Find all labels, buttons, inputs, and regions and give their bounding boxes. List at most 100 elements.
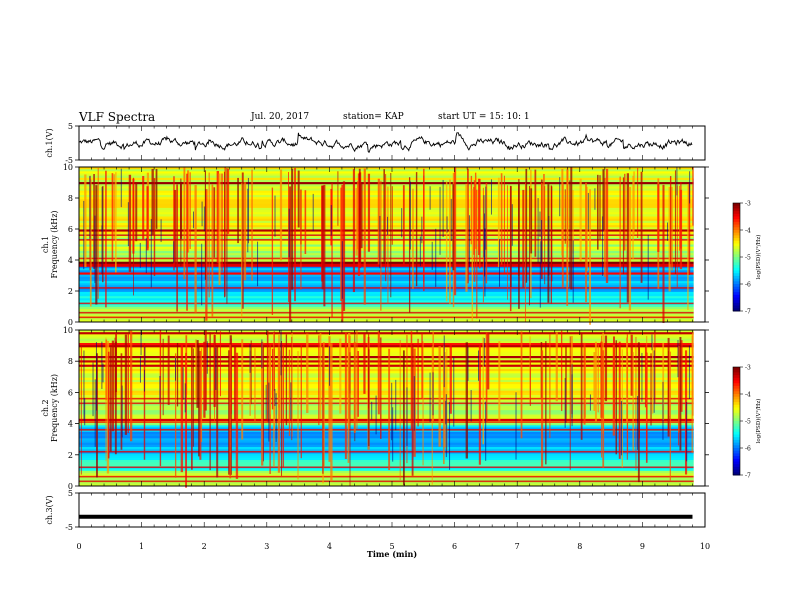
sferic-burst (377, 178, 380, 265)
freq-row (79, 371, 694, 374)
x-tick-label: 9 (640, 542, 645, 551)
sferic-burst (297, 351, 299, 480)
sferic-burst (402, 350, 405, 486)
freq-row (79, 399, 694, 402)
freq-row (79, 336, 694, 340)
freq-row (79, 477, 694, 480)
sferic-burst (180, 343, 184, 473)
y-tick-label: 10 (63, 326, 73, 335)
sferic-burst (415, 172, 418, 287)
freq-row (79, 364, 694, 368)
sferic-burst (589, 189, 592, 325)
sferic-burst (679, 185, 681, 251)
colorbar-segment (733, 412, 740, 417)
y-axis-label: ch.3(V) (45, 495, 54, 524)
colorbar-segment (733, 305, 740, 309)
colorbar-segment (733, 407, 740, 411)
sferic-burst (95, 353, 98, 478)
sferic-burst (626, 173, 630, 303)
colorbar-segment (733, 286, 740, 290)
freq-row (79, 468, 694, 472)
low-power-streak (594, 188, 596, 210)
sferic-burst (669, 176, 672, 265)
freq-row (79, 425, 694, 428)
low-power-streak (483, 195, 485, 258)
sferic-burst (377, 331, 380, 415)
freq-row (79, 212, 694, 215)
sferic-burst (444, 352, 446, 448)
sferic-burst (679, 189, 683, 270)
colorbar-segment (733, 383, 740, 387)
low-power-streak (330, 205, 332, 236)
sferic-burst (679, 337, 682, 451)
y-axis-label: ch.1(V) (45, 128, 54, 157)
sferic-burst (226, 167, 228, 304)
freq-row (79, 438, 694, 441)
low-power-streak (539, 241, 541, 308)
low-power-streak (95, 342, 97, 411)
sferic-burst (250, 340, 252, 405)
sferic-burst (331, 183, 333, 318)
emission-line (79, 257, 694, 260)
low-power-streak (449, 402, 451, 470)
y-tick-label: -5 (65, 156, 73, 165)
freq-row (79, 216, 694, 220)
sferic-burst (340, 187, 343, 301)
colorbar-segment (733, 297, 740, 301)
emission-line (79, 402, 694, 405)
freq-row (79, 453, 694, 457)
y-tick-label: 10 (63, 163, 73, 172)
sferic-burst (604, 177, 606, 278)
sferic-burst (291, 168, 294, 290)
low-power-streak (541, 219, 543, 264)
freq-row (79, 330, 694, 333)
low-power-streak (548, 216, 550, 276)
sferic-burst (500, 173, 503, 265)
sferic-burst (507, 185, 508, 300)
colorbar-segment (733, 445, 740, 449)
freq-row (79, 278, 694, 282)
colorbar-segment (733, 388, 740, 392)
sferic-burst (565, 345, 567, 423)
sferic-burst (271, 187, 274, 315)
colorbar-segment (733, 394, 740, 398)
sferic-burst (580, 333, 583, 440)
freq-row (79, 379, 694, 383)
sferic-burst (128, 174, 132, 272)
low-power-streak (184, 383, 186, 413)
low-power-streak (249, 344, 251, 373)
sferic-burst (277, 347, 281, 473)
sferic-burst (143, 343, 146, 460)
x-tick-label: 7 (515, 542, 520, 551)
sferic-burst (687, 184, 689, 310)
colorbar-label: log(PSD)(V²/Hz) (755, 235, 762, 280)
sferic-burst (503, 175, 505, 274)
freq-row (79, 186, 694, 189)
sferic-burst (349, 352, 351, 486)
sferic-burst (650, 353, 652, 426)
line-panel-background (79, 493, 705, 527)
sferic-burst (555, 332, 558, 402)
freq-row (79, 263, 694, 267)
colorbar-tick-label: -5 (745, 419, 751, 426)
sferic-burst (107, 351, 110, 459)
line-panel-background (79, 126, 705, 160)
sferic-burst (465, 342, 468, 459)
sferic-burst (674, 170, 676, 275)
freq-row (79, 343, 694, 346)
sferic-burst (676, 185, 678, 287)
sferic-burst (224, 167, 226, 297)
colorbar-segment (733, 289, 740, 293)
freq-row (79, 410, 694, 413)
sferic-burst (84, 174, 87, 268)
freq-row (79, 309, 694, 312)
freq-row (79, 460, 694, 463)
emission-line (79, 302, 694, 305)
emission-line (79, 265, 694, 267)
sferic-burst (564, 189, 566, 244)
sferic-burst (402, 185, 405, 265)
freq-row (79, 390, 694, 394)
colorbar-segment (733, 426, 740, 430)
sferic-burst (619, 176, 621, 309)
